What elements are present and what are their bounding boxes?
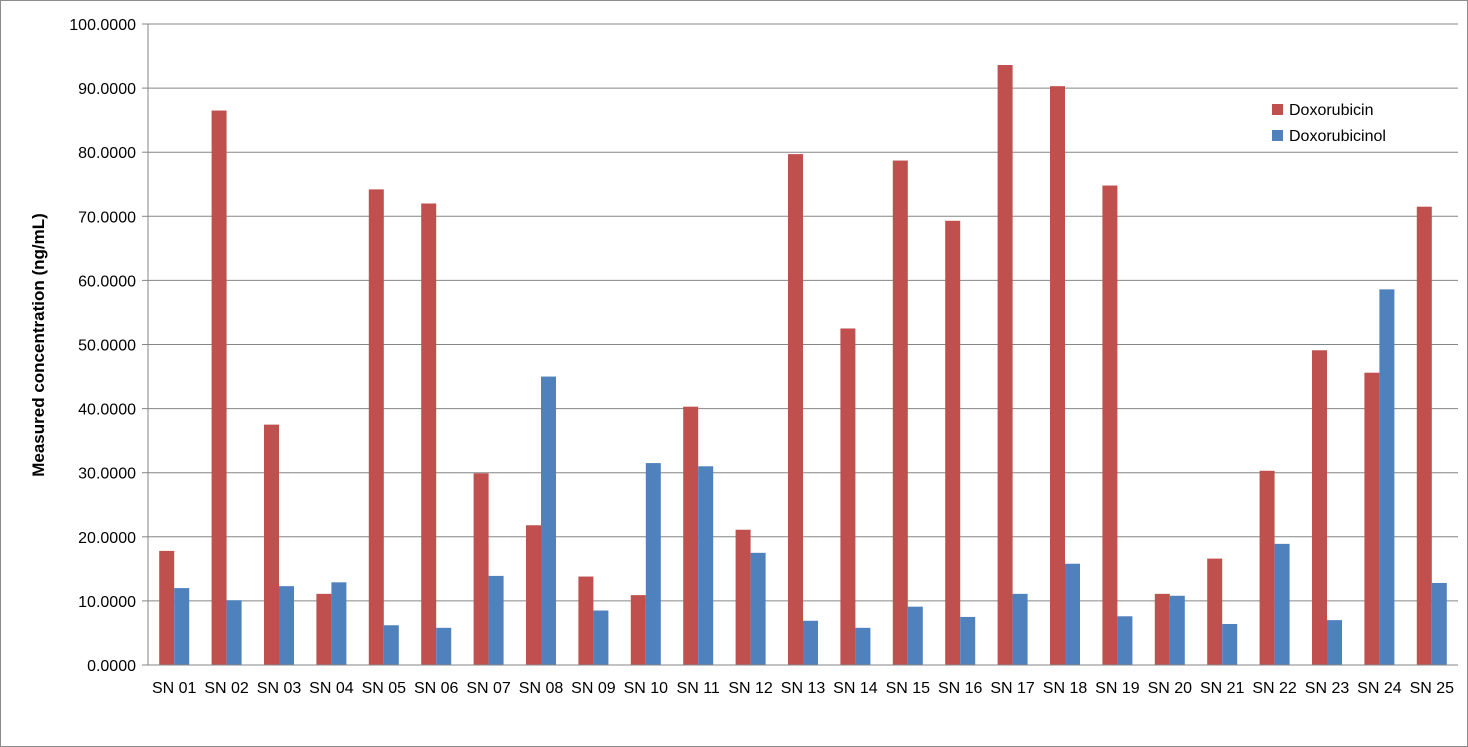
x-tick-label: SN 23: [1305, 680, 1350, 697]
doxorubicin-bar: [368, 189, 384, 666]
doxorubicin-bar: [1102, 185, 1118, 666]
x-tick-label: SN 09: [571, 680, 616, 697]
y-tick-label: 0.0000: [87, 658, 136, 675]
doxorubicinol-bar: [1117, 616, 1133, 665]
y-tick-label: 10.0000: [78, 594, 136, 611]
doxorubicin-bar: [421, 203, 437, 666]
x-tick-label: SN 17: [990, 680, 1035, 697]
doxorubicinol-bar: [1431, 582, 1447, 665]
y-tick-label: 50.0000: [78, 338, 136, 355]
bars: [159, 65, 1447, 666]
doxorubicinol-bar: [907, 606, 923, 665]
doxorubicin-bar: [578, 576, 594, 665]
x-tick-label: SN 14: [833, 680, 878, 697]
doxorubicinol-bar: [960, 616, 976, 665]
doxorubicin-bar: [1364, 372, 1380, 665]
doxorubicin-bar: [1050, 86, 1065, 665]
x-tick-label: SN 20: [1148, 680, 1193, 697]
x-tick-label: SN 01: [152, 680, 197, 697]
x-tick-label: SN 05: [362, 680, 407, 697]
legend: Doxorubicin Doxorubicinol: [1272, 102, 1386, 145]
x-tick-label: SN 22: [1252, 680, 1297, 697]
doxorubicinol-bar: [488, 575, 504, 665]
y-axis-ticks: 0.0000 10.0000 20.0000 30.0000 40.0000 50.000…: [69, 17, 136, 675]
doxorubicinol-bar: [174, 588, 190, 665]
legend-label: Doxorubicin: [1289, 102, 1373, 119]
x-tick-label: SN 21: [1200, 680, 1245, 697]
doxorubicin-bar: [264, 424, 279, 665]
y-tick-label: 80.0000: [78, 145, 136, 162]
x-tick-label: SN 16: [938, 680, 983, 697]
x-tick-label: SN 19: [1095, 680, 1140, 697]
doxorubicinol-bar: [383, 625, 399, 665]
y-tick-label: 100.0000: [69, 17, 136, 34]
doxorubicinol-bar: [436, 627, 452, 665]
y-tick-label: 60.0000: [78, 273, 136, 290]
doxorubicin-bar: [526, 525, 541, 665]
doxorubicinol-bar: [1012, 593, 1028, 665]
doxorubicinol-bar: [1169, 595, 1185, 665]
doxorubicin-bar: [1154, 593, 1170, 665]
doxorubicin-bar: [211, 110, 227, 665]
doxorubicinol-bar: [226, 600, 242, 665]
doxorubicinol-bar: [645, 463, 661, 665]
doxorubicin-bar: [1312, 350, 1327, 665]
doxorubicinol-bar: [1327, 620, 1342, 665]
x-axis-ticks: SN 01 SN 02 SN 03 SN 04 SN 05 SN 06 SN 07 SN 08…: [148, 664, 1458, 697]
x-tick-label: SN 24: [1357, 680, 1402, 697]
x-tick-label: SN 13: [781, 680, 826, 697]
doxorubicinol-bar: [855, 627, 871, 665]
x-tick-label: SN 07: [466, 680, 511, 697]
doxorubicinol-bar: [1222, 623, 1238, 665]
y-tick-label: 30.0000: [78, 466, 136, 483]
doxorubicin-bar: [735, 529, 751, 665]
doxorubicin-bar: [997, 65, 1013, 666]
x-tick-label: SN 10: [624, 680, 669, 697]
doxorubicinol-bar: [593, 610, 609, 665]
legend-label: Doxorubicinol: [1289, 128, 1386, 145]
doxorubicinol-bar: [331, 582, 347, 665]
legend-swatch: [1272, 130, 1283, 141]
x-tick-label: SN 12: [728, 680, 773, 697]
y-tick-label: 70.0000: [78, 209, 136, 226]
x-tick-label: SN 02: [204, 680, 249, 697]
doxorubicin-bar: [683, 406, 699, 665]
x-tick-label: SN 08: [519, 680, 564, 697]
doxorubicin-bar: [473, 473, 489, 665]
doxorubicinol-bar: [1274, 543, 1290, 665]
y-tick-label: 90.0000: [78, 81, 136, 98]
doxorubicin-bar: [1207, 558, 1223, 665]
doxorubicinol-bar: [1379, 289, 1395, 665]
doxorubicinol-bar: [279, 586, 294, 665]
x-tick-label: SN 04: [309, 680, 354, 697]
doxorubicinol-bar: [750, 552, 766, 665]
x-tick-label: SN 15: [886, 680, 931, 697]
doxorubicin-bar: [630, 595, 646, 665]
doxorubicin-bar: [840, 328, 856, 665]
doxorubicin-bar: [1259, 470, 1275, 665]
x-tick-label: SN 18: [1043, 680, 1088, 697]
doxorubicinol-bar: [698, 466, 714, 665]
x-tick-label: SN 11: [677, 680, 720, 697]
y-tick-label: 40.0000: [78, 402, 136, 419]
y-tick-label: 20.0000: [78, 530, 136, 547]
doxorubicinol-bar: [1065, 563, 1080, 665]
doxorubicinol-bar: [803, 620, 818, 665]
doxorubicin-bar: [945, 220, 961, 666]
x-tick-label: SN 06: [414, 680, 459, 697]
doxorubicin-bar: [316, 593, 332, 665]
doxorubicin-bar: [159, 550, 175, 665]
doxorubicinol-bar: [541, 376, 556, 665]
doxorubicin-bar: [1416, 206, 1432, 665]
x-tick-label: SN 25: [1410, 680, 1455, 697]
doxorubicin-bar: [788, 154, 803, 666]
x-tick-label: SN 03: [257, 680, 302, 697]
legend-swatch: [1272, 104, 1283, 115]
y-axis-title: Measured concentration (ng/mL): [29, 213, 48, 477]
doxorubicin-bar: [892, 160, 908, 665]
